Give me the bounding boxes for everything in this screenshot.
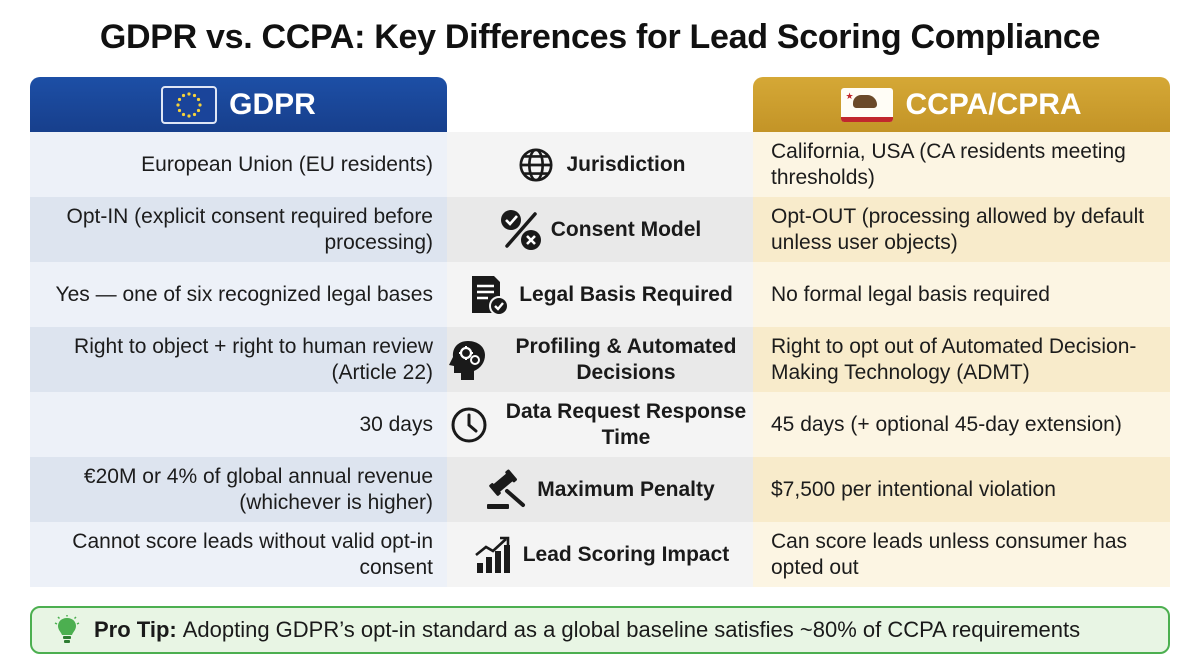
criterion-cell: Legal Basis Required xyxy=(447,262,753,327)
criterion-label: Consent Model xyxy=(550,217,702,241)
gdpr-cell: Opt-IN (explicit consent required before… xyxy=(30,197,447,262)
california-flag-icon: ★ xyxy=(841,87,894,122)
lightbulb-icon xyxy=(54,615,80,645)
gdpr-cell: €20M or 4% of global annual revenue (whi… xyxy=(30,457,447,522)
criterion-cell: Jurisdiction xyxy=(447,132,753,197)
criterion-label: Maximum Penalty xyxy=(537,477,715,501)
pro-tip-banner: Pro Tip: Adopting GDPR’s opt-in standard… xyxy=(30,606,1170,654)
consent-icon xyxy=(499,208,543,252)
page-title: GDPR vs. CCPA: Key Differences for Lead … xyxy=(99,18,1101,56)
criterion-label: Lead Scoring Impact xyxy=(522,542,730,566)
ccpa-cell: Right to opt out of Automated Decision-M… xyxy=(753,327,1170,392)
gdpr-cell: Yes — one of six recognized legal bases xyxy=(30,262,447,327)
ccpa-cell: California, USA (CA residents meeting th… xyxy=(753,132,1170,197)
criterion-cell: Profiling & Automated Decisions xyxy=(447,327,753,392)
criterion-cell: Lead Scoring Impact xyxy=(447,522,753,587)
table-row: Yes — one of six recognized legal bases … xyxy=(30,262,1170,327)
bar-chart-icon xyxy=(471,533,515,577)
comparison-table: GDPR ★ CCPA/CPRA European Union (EU resi… xyxy=(30,77,1170,587)
table-row: Opt-IN (explicit consent required before… xyxy=(30,197,1170,262)
gavel-icon xyxy=(485,468,529,512)
ccpa-cell: 45 days (+ optional 45-day extension) xyxy=(753,392,1170,457)
eu-flag-icon xyxy=(161,85,218,124)
document-check-icon xyxy=(467,273,511,317)
criterion-cell: Data Request Response Time xyxy=(447,392,753,457)
pro-tip-label: Pro Tip: xyxy=(94,617,177,642)
criterion-label: Profiling & Automated Decisions xyxy=(515,334,737,384)
ccpa-cell: Can score leads unless consumer has opte… xyxy=(753,522,1170,587)
pro-tip-text: Adopting GDPR’s opt-in standard as a glo… xyxy=(182,617,1081,642)
table-row: European Union (EU residents) Jurisdicti… xyxy=(30,132,1170,197)
globe-icon xyxy=(514,143,558,187)
gdpr-cell: European Union (EU residents) xyxy=(30,132,447,197)
criterion-cell: Maximum Penalty xyxy=(447,457,753,522)
table-row: 30 days Data Request Response Time 45 da… xyxy=(30,392,1170,457)
ccpa-cell: No formal legal basis required xyxy=(753,262,1170,327)
criterion-label: Data Request Response Time xyxy=(505,399,747,449)
criterion-cell: Consent Model xyxy=(447,197,753,262)
gdpr-cell: Cannot score leads without valid opt-in … xyxy=(30,522,447,587)
table-row: Cannot score leads without valid opt-in … xyxy=(30,522,1170,587)
head-gears-icon xyxy=(447,338,491,382)
table-row: €20M or 4% of global annual revenue (whi… xyxy=(30,457,1170,522)
ccpa-header-label: CCPA/CPRA xyxy=(905,87,1082,121)
ccpa-cell: $7,500 per intentional violation xyxy=(753,457,1170,522)
gdpr-cell: Right to object + right to human review … xyxy=(30,327,447,392)
clock-icon xyxy=(447,403,491,447)
ccpa-header: ★ CCPA/CPRA xyxy=(753,77,1170,132)
gdpr-header-label: GDPR xyxy=(229,87,316,121)
criterion-label: Jurisdiction xyxy=(566,152,686,176)
gdpr-cell: 30 days xyxy=(30,392,447,457)
table-row: Right to object + right to human review … xyxy=(30,327,1170,392)
ccpa-cell: Opt-OUT (processing allowed by default u… xyxy=(753,197,1170,262)
gdpr-header: GDPR xyxy=(30,77,447,132)
criterion-label: Legal Basis Required xyxy=(519,282,733,306)
